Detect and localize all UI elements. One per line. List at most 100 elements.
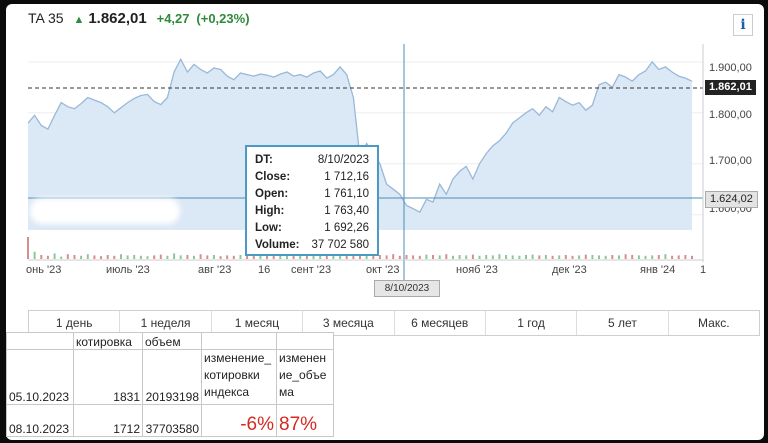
crosshair-tooltip: DT: 8/10/2023 Close: 1 712,16 Open: 1 761,1… bbox=[245, 145, 379, 256]
volume-bar bbox=[252, 254, 255, 259]
volume-bar bbox=[126, 255, 129, 259]
sheet-cell[interactable]: 05.10.2023 bbox=[6, 349, 74, 405]
volume-bar bbox=[544, 255, 547, 259]
sheet-cell[interactable] bbox=[276, 332, 334, 350]
price-area bbox=[28, 59, 692, 230]
range-1m[interactable]: 1 месяц bbox=[212, 311, 304, 335]
range-1d[interactable]: 1 день bbox=[29, 311, 121, 335]
volume-bar bbox=[219, 256, 222, 259]
volume-bar bbox=[684, 255, 687, 259]
volume-bar bbox=[266, 255, 268, 259]
volume-bar bbox=[27, 237, 29, 259]
sheet-cell[interactable]: 1712 bbox=[73, 404, 143, 437]
volume-bar bbox=[677, 255, 680, 259]
range-max[interactable]: Макс. bbox=[698, 316, 730, 330]
volume-bar bbox=[212, 255, 215, 259]
volume-bar bbox=[259, 255, 262, 259]
volume-bar bbox=[378, 255, 381, 259]
volume-bar bbox=[53, 253, 56, 259]
sheet-header-cell[interactable]: изменение_ котировки индекса bbox=[201, 349, 277, 405]
tooltip-value: 8/10/2023 bbox=[317, 154, 369, 166]
volume-bar bbox=[505, 255, 508, 259]
tooltip-key: Volume: bbox=[255, 239, 300, 251]
volume-bar bbox=[146, 256, 149, 259]
volume-bar bbox=[571, 255, 574, 259]
volume-bar bbox=[598, 255, 600, 259]
y-tick-label: 1.800,00 bbox=[709, 109, 752, 121]
volume-bar bbox=[120, 254, 122, 259]
info-icon[interactable]: i bbox=[733, 14, 753, 36]
sheet-cell[interactable] bbox=[201, 332, 277, 350]
sheet-cell[interactable]: 20193198 bbox=[142, 349, 202, 405]
sheet-cell-price-change[interactable]: -6% bbox=[201, 404, 277, 437]
ticker-name: TA 35 bbox=[28, 10, 64, 26]
volume-bar bbox=[498, 254, 501, 259]
sheet-cell[interactable]: 1831 bbox=[73, 349, 143, 405]
tooltip-value: 1 692,26 bbox=[324, 222, 369, 234]
volume-bar bbox=[186, 255, 189, 259]
volume-bar bbox=[471, 254, 474, 259]
sheet-header-cell[interactable]: объем bbox=[142, 332, 202, 350]
range-6m[interactable]: 6 месяцев bbox=[395, 311, 486, 335]
sheet-cell-volume-change[interactable]: 87% bbox=[276, 404, 334, 437]
volume-bar bbox=[452, 255, 454, 259]
volume-bar bbox=[458, 255, 461, 259]
tooltip-key: Open: bbox=[255, 188, 289, 200]
volume-bar bbox=[206, 255, 209, 259]
volume-bar bbox=[139, 255, 142, 259]
tooltip-value: 1 712,16 bbox=[324, 171, 369, 183]
volume-bar bbox=[631, 255, 634, 259]
range-1y[interactable]: 1 год bbox=[486, 311, 578, 335]
volume-bar bbox=[159, 254, 162, 259]
volume-bar bbox=[432, 255, 434, 259]
sheet-cell[interactable]: 08.10.2023 bbox=[6, 404, 74, 437]
x-tick-label: авг '23 bbox=[198, 264, 232, 276]
volume-bar bbox=[425, 254, 428, 259]
volume-bar bbox=[332, 255, 335, 259]
y-tick-label: 1.700,00 bbox=[709, 155, 752, 167]
volume-bar bbox=[485, 255, 488, 259]
volume-bar bbox=[100, 256, 102, 259]
x-tick-label: 1 bbox=[700, 264, 707, 276]
volume-bar bbox=[80, 255, 83, 259]
volume-bar bbox=[40, 255, 43, 259]
volume-bar bbox=[66, 254, 69, 259]
sheet-cell[interactable]: 37703580 bbox=[142, 404, 202, 437]
y-tick-label: 1.900,00 bbox=[709, 62, 752, 74]
volume-bar bbox=[551, 255, 554, 259]
volume-bar bbox=[392, 254, 395, 259]
volume-bar bbox=[372, 255, 375, 259]
range-3m[interactable]: 3 месяца bbox=[303, 311, 395, 335]
volume-bar bbox=[664, 254, 667, 259]
crosshair-date-chip: 8/10/2023 bbox=[374, 280, 440, 297]
volume-bar bbox=[525, 255, 527, 259]
tooltip-key: High: bbox=[255, 205, 285, 217]
volume-bar bbox=[232, 255, 235, 259]
x-tick-label: нояб '23 bbox=[456, 264, 498, 276]
volume-bar bbox=[637, 255, 640, 259]
volume-bar bbox=[538, 255, 541, 259]
sheet-cell[interactable] bbox=[6, 332, 74, 350]
volume-bar bbox=[578, 255, 581, 259]
sheet-header-cell[interactable]: изменен ие_объе ма bbox=[276, 349, 334, 405]
tooltip-value: 1 763,40 bbox=[324, 205, 369, 217]
x-tick-label: 16 bbox=[258, 264, 271, 276]
range-5y[interactable]: 5 лет bbox=[577, 311, 669, 335]
volume-bar bbox=[60, 256, 63, 259]
volume-bar bbox=[73, 255, 76, 259]
crosshair-price-badge: 1.624,02 bbox=[705, 191, 758, 208]
volume-bar bbox=[478, 255, 481, 259]
volume-bar bbox=[199, 254, 202, 259]
volume-bar bbox=[272, 255, 275, 259]
volume-bar bbox=[239, 255, 242, 259]
sheet-header-cell[interactable]: котировка bbox=[73, 332, 143, 350]
volume-bars bbox=[27, 237, 693, 259]
redacted-region bbox=[30, 198, 180, 224]
volume-bar bbox=[286, 254, 288, 259]
x-tick-label: сент '23 bbox=[291, 264, 332, 276]
volume-bar bbox=[564, 255, 567, 259]
volume-bar bbox=[133, 255, 136, 259]
volume-bar bbox=[518, 255, 521, 259]
range-1w[interactable]: 1 неделя bbox=[120, 311, 212, 335]
volume-bar bbox=[584, 254, 587, 259]
